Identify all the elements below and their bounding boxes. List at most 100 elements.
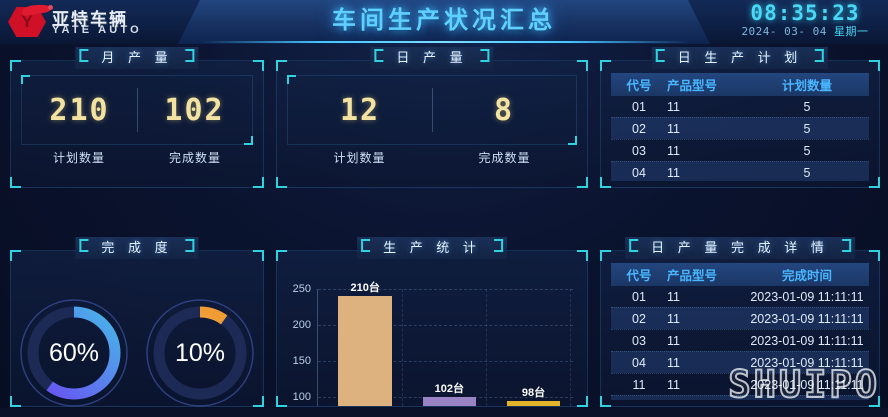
table-row[interactable]: 05 11 2023-01-09 11:11:11 xyxy=(611,395,869,400)
counter-corner-br xyxy=(568,136,577,145)
corner-br xyxy=(869,396,880,407)
logo-swoosh-icon xyxy=(21,3,51,16)
day-completed-label: 完成数量 xyxy=(478,151,531,165)
title-bracket-right xyxy=(185,239,195,252)
table-row[interactable]: 03 11 2023-01-09 11:11:11 xyxy=(611,329,869,351)
bar-label-3: 98台 xyxy=(521,387,546,399)
month-completed-cell: 102 xyxy=(137,76,252,144)
corner-br xyxy=(577,396,588,407)
gauge-month-completion[interactable]: 60% xyxy=(18,297,130,409)
table-row[interactable]: 04 11 2023-01-09 11:11:11 xyxy=(611,351,869,373)
cell-model: 11 xyxy=(667,400,745,401)
corner-tr xyxy=(577,60,588,71)
panel-title-day-output: 日 产 量 xyxy=(370,47,494,69)
panel-production-stats: 生 产 统 计 250 200 150 100 210台 xyxy=(276,237,588,407)
table-row[interactable]: 03 11 5 xyxy=(611,139,869,161)
y-tick: 150 xyxy=(292,355,311,367)
table-row[interactable]: 02 11 5 xyxy=(611,117,869,139)
panel-title-daily-plan: 日 生 产 计 划 xyxy=(651,47,829,69)
cell-model: 11 xyxy=(667,121,680,136)
corner-tr xyxy=(253,60,264,71)
col-header-code: 代号 xyxy=(626,79,652,93)
bar-2[interactable]: 102台 xyxy=(422,383,477,406)
clock-date: 2024- 03- 04 星期一 xyxy=(730,25,880,39)
title-bracket-right xyxy=(185,49,195,62)
title-bracket-left xyxy=(361,239,371,252)
title-bracket-left xyxy=(655,49,665,62)
col-header-time: 完成时间 xyxy=(781,269,832,283)
gauge-day-value: 10% xyxy=(174,338,226,367)
table-header-row: 代号 产品型号 完成时间 xyxy=(611,263,869,286)
gauge-month-value: 60% xyxy=(48,338,100,367)
dashboard-root: Y 亚特车辆 YATE AUTO 车间生产状况汇总 08:35:23 2024-… xyxy=(0,0,888,408)
cell-time: 2023-01-09 11:11:11 xyxy=(745,400,869,401)
cell-code: 03 xyxy=(632,333,646,348)
cell-model: 11 xyxy=(667,377,680,392)
panel-title-completion: 完 成 度 xyxy=(75,237,199,259)
panel-day-output: 日 产 量 12 8 计划数量 完成数量 xyxy=(276,47,588,188)
month-planned-value: 210 xyxy=(49,92,110,128)
col-header-qty: 计划数量 xyxy=(781,79,832,93)
header-banner xyxy=(178,0,710,44)
month-planned-label: 计划数量 xyxy=(52,151,105,165)
corner-br xyxy=(253,396,264,407)
corner-tr xyxy=(577,250,588,261)
cell-model: 11 xyxy=(667,143,680,158)
col-header-model: 产品型号 xyxy=(667,269,718,283)
gauge-day-completion[interactable]: 10% xyxy=(144,297,256,409)
panel-title-month-output: 月 产 量 xyxy=(75,47,199,69)
bar-1[interactable]: 210台 xyxy=(338,282,392,406)
gridline xyxy=(318,325,573,326)
production-bar-chart: 250 200 150 100 210台 102台 xyxy=(285,281,579,406)
month-completed-label: 完成数量 xyxy=(168,151,221,165)
chart-plot-area: 210台 102台 98台 xyxy=(317,282,573,406)
cell-model: 11 xyxy=(667,333,680,348)
table-row[interactable]: 01 11 5 xyxy=(611,96,869,117)
cell-code: 04 xyxy=(632,165,646,180)
cell-code: 11 xyxy=(632,377,646,392)
panel-title-production-stats: 生 产 统 计 xyxy=(357,237,507,259)
logo-name-en: YATE AUTO xyxy=(52,24,142,36)
daily-detail-table[interactable]: 代号 产品型号 完成时间 01 11 2023-01-09 11:11:11 0… xyxy=(611,263,869,400)
table-header-row: 代号 产品型号 计划数量 xyxy=(611,73,869,96)
bar-3[interactable]: 98台 xyxy=(506,387,561,406)
cell-model: 11 xyxy=(667,355,680,370)
cell-code: 01 xyxy=(632,99,646,114)
counter-corner-br xyxy=(244,136,253,145)
cell-code: 05 xyxy=(611,400,667,401)
corner-tl xyxy=(600,250,611,261)
cell-code: 02 xyxy=(632,121,646,136)
cell-qty: 5 xyxy=(803,165,811,180)
day-completed-value: 8 xyxy=(493,92,515,128)
cell-model: 11 xyxy=(667,165,680,180)
gridline-v xyxy=(402,289,404,406)
corner-bl xyxy=(600,177,611,188)
header-underline xyxy=(200,41,690,43)
y-tick: 250 xyxy=(292,283,311,295)
table-row[interactable]: 04 11 5 xyxy=(611,161,869,181)
counter-corner-tl xyxy=(287,75,296,84)
title-bracket-right xyxy=(841,239,851,252)
corner-tl xyxy=(600,60,611,71)
corner-br xyxy=(577,177,588,188)
dashboard-header: Y 亚特车辆 YATE AUTO 车间生产状况汇总 08:35:23 2024-… xyxy=(0,0,888,44)
corner-bl xyxy=(276,396,287,407)
company-logo: Y 亚特车辆 YATE AUTO xyxy=(8,3,176,39)
day-completed-cell: 8 xyxy=(432,76,576,144)
title-bracket-right xyxy=(480,49,490,62)
corner-tl xyxy=(276,250,287,261)
cell-model: 11 xyxy=(667,289,680,304)
panel-completion: 完 成 度 60% xyxy=(10,237,264,409)
panel-daily-plan: 日 生 产 计 划 代号 产品型号 计划数量 01 11 5 02 11 5 0… xyxy=(600,47,880,188)
logo-dot-icon xyxy=(48,5,53,10)
cell-model: 11 xyxy=(667,99,680,114)
table-row[interactable]: 01 11 2023-01-09 11:11:11 xyxy=(611,286,869,307)
table-row[interactable]: 02 11 2023-01-09 11:11:11 xyxy=(611,307,869,329)
page-title: 车间生产状况汇总 xyxy=(332,7,556,34)
table-row[interactable]: 11 11 2023-01-09 11:11:11 xyxy=(611,373,869,395)
title-bracket-right xyxy=(815,49,825,62)
daily-plan-table[interactable]: 代号 产品型号 计划数量 01 11 5 02 11 5 03 11 5 04 xyxy=(611,73,869,181)
panel-month-output: 月 产 量 210 102 计划数量 完成数量 xyxy=(10,47,264,188)
corner-tl xyxy=(276,60,287,71)
clock-time: 08:35:23 xyxy=(750,1,860,25)
